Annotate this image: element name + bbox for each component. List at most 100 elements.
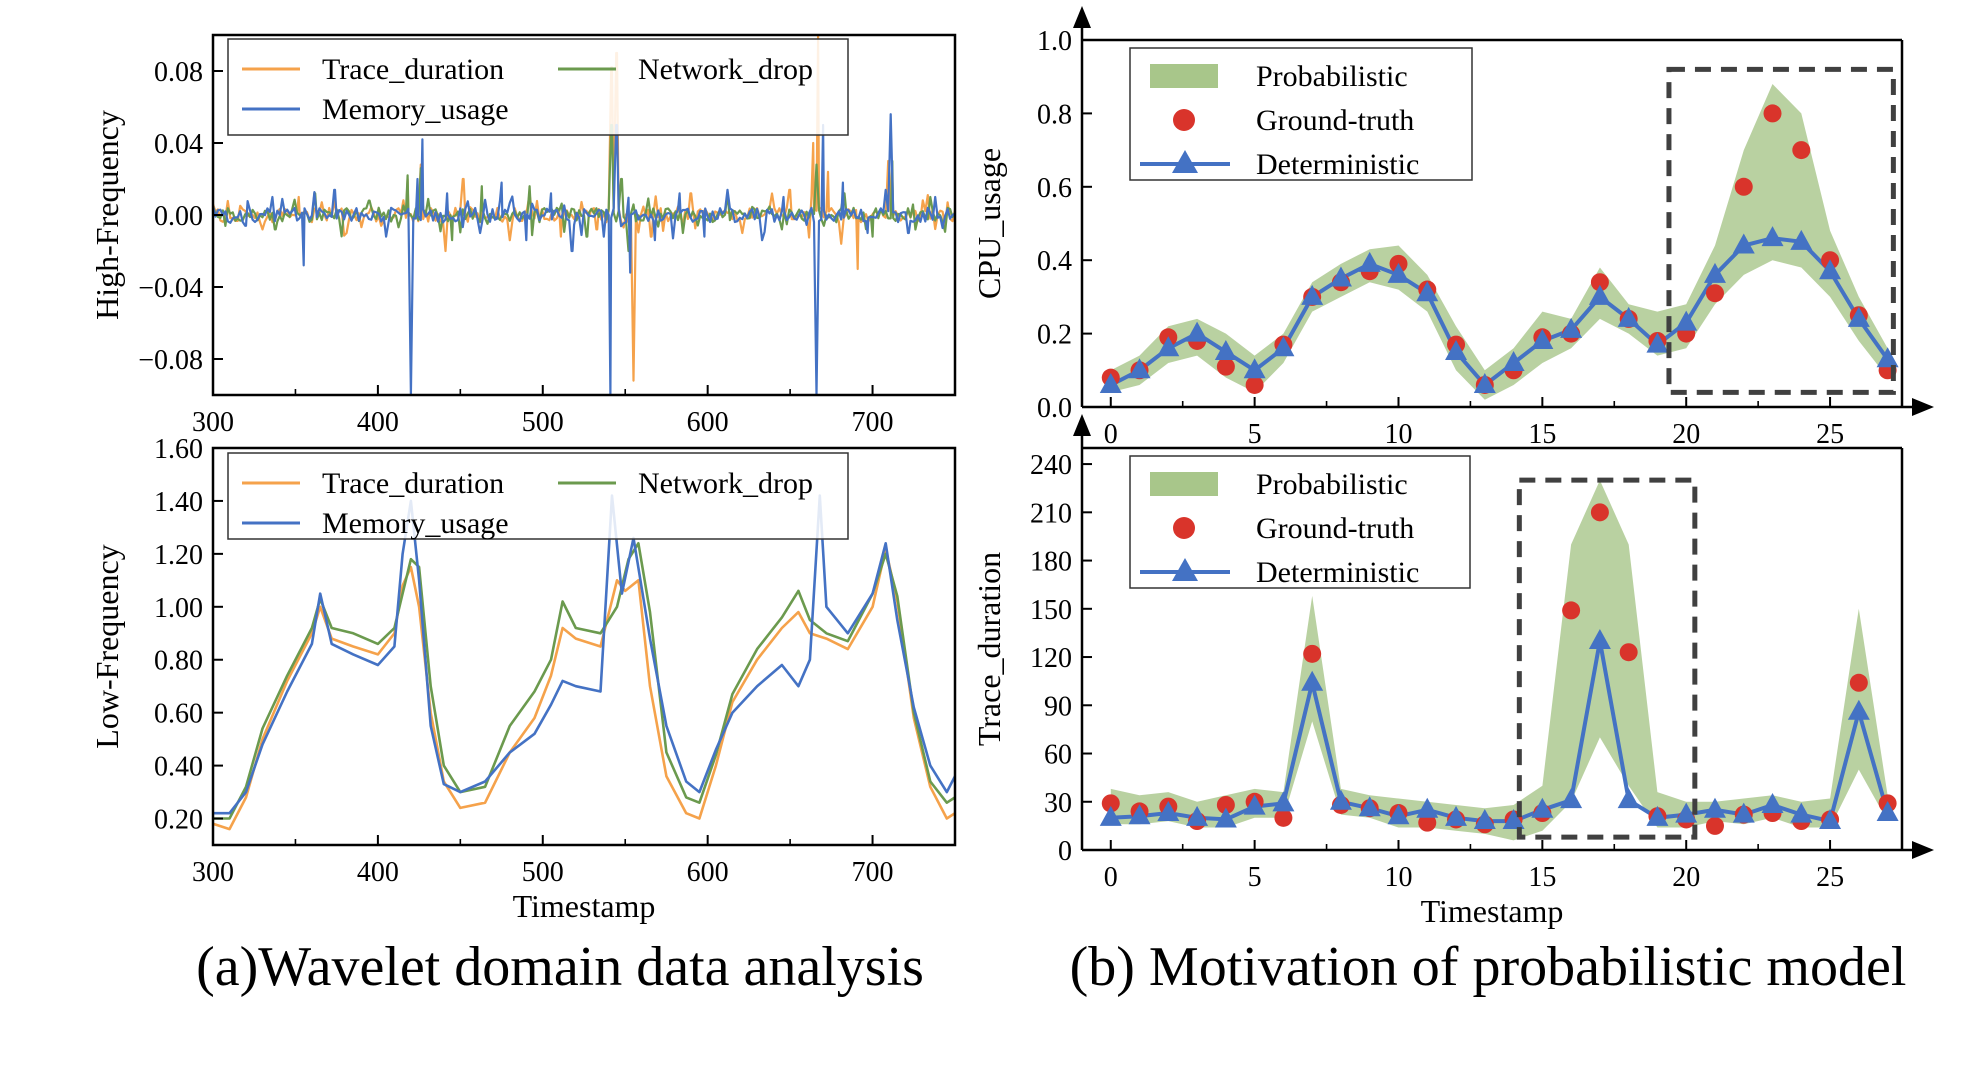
legend-label: Trace_duration (322, 53, 504, 86)
deterministic-marker (1675, 310, 1698, 331)
x-tick-label: 20 (1672, 862, 1700, 893)
ground-truth-point (1792, 141, 1811, 160)
deterministic-marker (1301, 670, 1324, 691)
deterministic-marker (1646, 805, 1669, 826)
deterministic-marker (1272, 791, 1295, 812)
ground-truth-point (1849, 673, 1868, 692)
deterministic-marker (1186, 805, 1209, 826)
y-tick-label: 0.04 (154, 129, 203, 160)
deterministic-marker (1387, 262, 1410, 283)
x-tick-label: 700 (852, 407, 894, 438)
x-tick-label: 600 (687, 857, 729, 888)
deterministic-marker (1387, 804, 1410, 825)
y-tick-label: 0.80 (154, 646, 203, 677)
deterministic-marker (1214, 807, 1237, 828)
probabilistic-band (1110, 480, 1888, 841)
x-tick-label: 5 (1248, 862, 1262, 893)
deterministic-line (1110, 640, 1890, 824)
y-tick-label: 0.8 (1037, 99, 1072, 130)
deterministic-marker (1560, 788, 1583, 809)
ground-truth-point (1303, 644, 1322, 663)
y-axis-label: Trace_duration (971, 552, 1007, 746)
legend-label: Deterministic (1256, 556, 1419, 589)
legend-swatch-point (1173, 109, 1195, 131)
y-tick-label: 210 (1030, 498, 1072, 529)
x-tick-label: 500 (522, 857, 564, 888)
x-axis-arrow (1912, 398, 1934, 416)
deterministic-marker (1243, 358, 1266, 379)
ground-truth-point (1274, 808, 1293, 827)
plot-area (1099, 66, 1899, 400)
legend-label: Memory_usage (322, 93, 509, 126)
y-tick-label: 1.60 (154, 434, 203, 465)
axes-frame (211, 446, 957, 847)
legend-label: Ground-truth (1256, 512, 1414, 545)
probabilistic-band (1110, 84, 1888, 400)
deterministic-marker (1617, 788, 1640, 809)
cpu_usage-panel: 0 5 10 15 20 25 0.0 0.2 0.4 0.6 0.8 1.0 CPU_usage Pro… (971, 6, 1934, 450)
deterministic-marker (1790, 802, 1813, 823)
legend-label: Network_drop (638, 53, 813, 86)
legend-swatch-marker (1172, 558, 1198, 581)
legend-label: Probabilistic (1256, 468, 1408, 501)
deterministic-marker (1416, 797, 1439, 818)
legend-label: Network_drop (638, 467, 813, 500)
deterministic-marker (1761, 226, 1784, 247)
ground-truth-point (1619, 643, 1638, 662)
x-tick-label: 400 (357, 407, 399, 438)
deterministic-marker (1703, 797, 1726, 818)
deterministic-marker (1416, 281, 1439, 302)
ground-truth-point (1705, 816, 1724, 835)
deterministic-marker (1473, 809, 1496, 830)
y-tick-label: 180 (1030, 547, 1072, 578)
y-tick-label: 0.20 (154, 805, 203, 836)
deterministic-marker (1301, 284, 1324, 305)
highlight-box (1516, 477, 1698, 840)
legend-label: Deterministic (1256, 148, 1419, 181)
ground-truth-point (1216, 795, 1235, 814)
y-tick-label: 90 (1044, 691, 1072, 722)
plot-area (213, 494, 955, 831)
deterministic-marker (1876, 347, 1899, 368)
x-axis-label: Timestamp (1421, 893, 1564, 929)
x-tick-label: 300 (192, 407, 234, 438)
y-tick-label: 0.00 (154, 201, 203, 232)
y-tick-label: 1.00 (154, 593, 203, 624)
y-axis-label: CPU_usage (971, 148, 1007, 299)
highlight-box (1666, 66, 1896, 395)
ground-truth-point (1216, 357, 1235, 376)
high_freq-panel: 300 400 500 600 700 −0.08 −0.04 0.00 0.04 0.08 Hig… (89, 33, 957, 438)
x-tick-label: 700 (852, 857, 894, 888)
legend: Trace_duration Network_drop Memory_usage (227, 452, 849, 540)
deterministic-marker (1157, 336, 1180, 357)
ground-truth-point (1705, 284, 1724, 303)
series-line-memory-usage (213, 494, 955, 815)
series-line-network-drop (213, 542, 955, 820)
y-tick-label: 60 (1044, 740, 1072, 771)
x-tick-label: 10 (1384, 862, 1412, 893)
legend-swatch-point (1173, 517, 1195, 539)
deterministic-marker (1588, 284, 1611, 305)
low_freq-panel: 300 400 500 600 700 0.20 0.40 0.60 0.80 1.00 1.20 1… (89, 434, 957, 924)
deterministic-marker (1186, 321, 1209, 342)
legend-swatch-band (1150, 472, 1218, 496)
deterministic-marker (1732, 233, 1755, 254)
ground-truth-point (1562, 601, 1581, 620)
deterministic-marker (1445, 805, 1468, 826)
deterministic-marker (1819, 259, 1842, 280)
deterministic-marker (1329, 789, 1352, 810)
deterministic-marker (1560, 317, 1583, 338)
deterministic-marker (1876, 801, 1899, 822)
deterministic-marker (1445, 339, 1468, 360)
plot-area (1099, 477, 1899, 841)
x-tick-label: 300 (192, 857, 234, 888)
y-tick-label: 1.20 (154, 540, 203, 571)
x-tick-label: 15 (1528, 419, 1556, 450)
y-axis-label: Low-Frequency (89, 544, 125, 748)
y-tick-label: −0.08 (138, 345, 203, 376)
x-tick-label: 400 (357, 857, 399, 888)
x-tick-label: 600 (687, 407, 729, 438)
deterministic-line (1109, 236, 1890, 388)
legend-swatch-band (1150, 64, 1218, 88)
x-tick-label: 10 (1384, 419, 1412, 450)
